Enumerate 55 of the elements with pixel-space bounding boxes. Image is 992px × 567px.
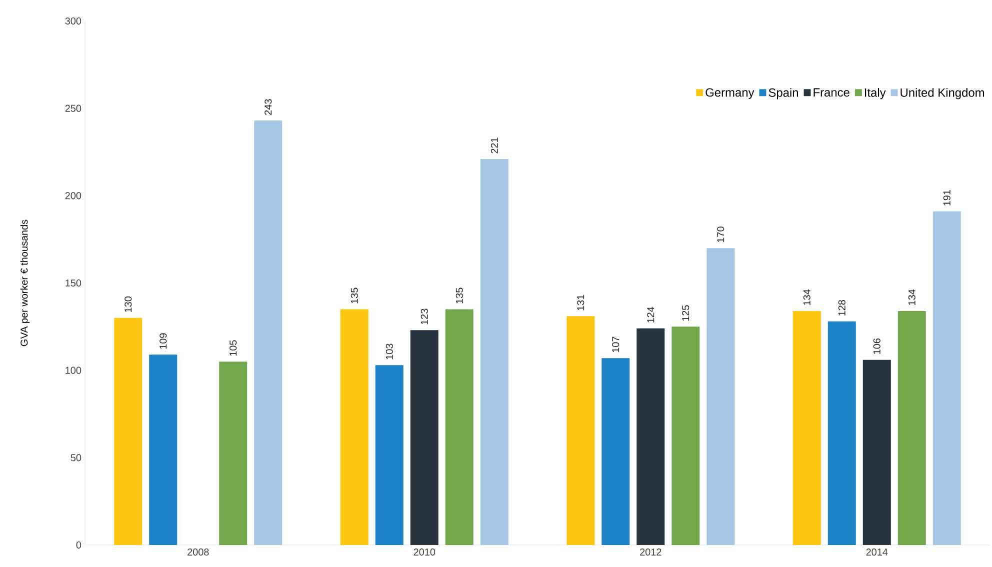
data-label: 103 <box>386 344 393 360</box>
data-label: 105 <box>230 340 237 356</box>
legend-label: Spain <box>768 88 798 100</box>
bar <box>898 310 926 545</box>
data-label: 135 <box>350 288 358 304</box>
bar <box>672 326 700 545</box>
bar <box>602 358 630 545</box>
bar <box>340 309 368 545</box>
x-tick-label: 2014 <box>866 548 888 556</box>
data-label: 107 <box>612 336 620 352</box>
data-label: 124 <box>647 306 654 322</box>
data-label: 243 <box>264 99 272 115</box>
data-label: 109 <box>160 333 167 349</box>
y-tick-label: 200 <box>65 192 82 200</box>
bar <box>636 328 665 545</box>
bar <box>410 330 438 545</box>
bar <box>445 309 474 545</box>
bar <box>932 211 961 545</box>
y-tick-label: 100 <box>66 366 82 374</box>
x-tick-label: 2008 <box>188 548 209 556</box>
x-tick-label: 2012 <box>640 548 662 556</box>
bar <box>792 310 821 545</box>
y-tick-label: 0 <box>76 541 82 549</box>
bar <box>566 316 595 545</box>
legend-label: France <box>814 88 850 97</box>
data-label: 106 <box>873 338 880 354</box>
y-tick-label: 50 <box>70 454 82 462</box>
data-label: 135 <box>456 288 463 304</box>
y-tick-label: 250 <box>65 104 82 112</box>
data-label: 130 <box>124 296 132 312</box>
bar <box>480 158 508 545</box>
data-label: 170 <box>717 226 724 242</box>
bar <box>149 354 178 545</box>
data-label: 221 <box>490 138 498 154</box>
bar <box>862 360 891 545</box>
data-label: 191 <box>943 190 950 206</box>
data-label: 131 <box>577 294 584 310</box>
bar <box>254 120 282 545</box>
y-tick-label: 150 <box>66 279 82 287</box>
x-tick-label: 2010 <box>414 548 436 556</box>
bar <box>828 321 856 545</box>
data-label: 134 <box>803 289 810 305</box>
data-label: 123 <box>420 308 428 324</box>
legend-label: United Kingdom <box>900 88 984 100</box>
bar <box>114 318 142 545</box>
y-axis-title: GVA per worker € thousands <box>20 220 30 346</box>
bar <box>375 365 404 545</box>
data-label: 134 <box>908 289 916 305</box>
legend-label: Germany <box>706 88 754 100</box>
data-label: 128 <box>838 300 846 316</box>
bar <box>219 362 248 545</box>
legend-label: Italy <box>864 88 886 100</box>
data-label: 125 <box>682 305 690 321</box>
y-tick-label: 300 <box>65 17 82 25</box>
bar <box>706 248 735 545</box>
